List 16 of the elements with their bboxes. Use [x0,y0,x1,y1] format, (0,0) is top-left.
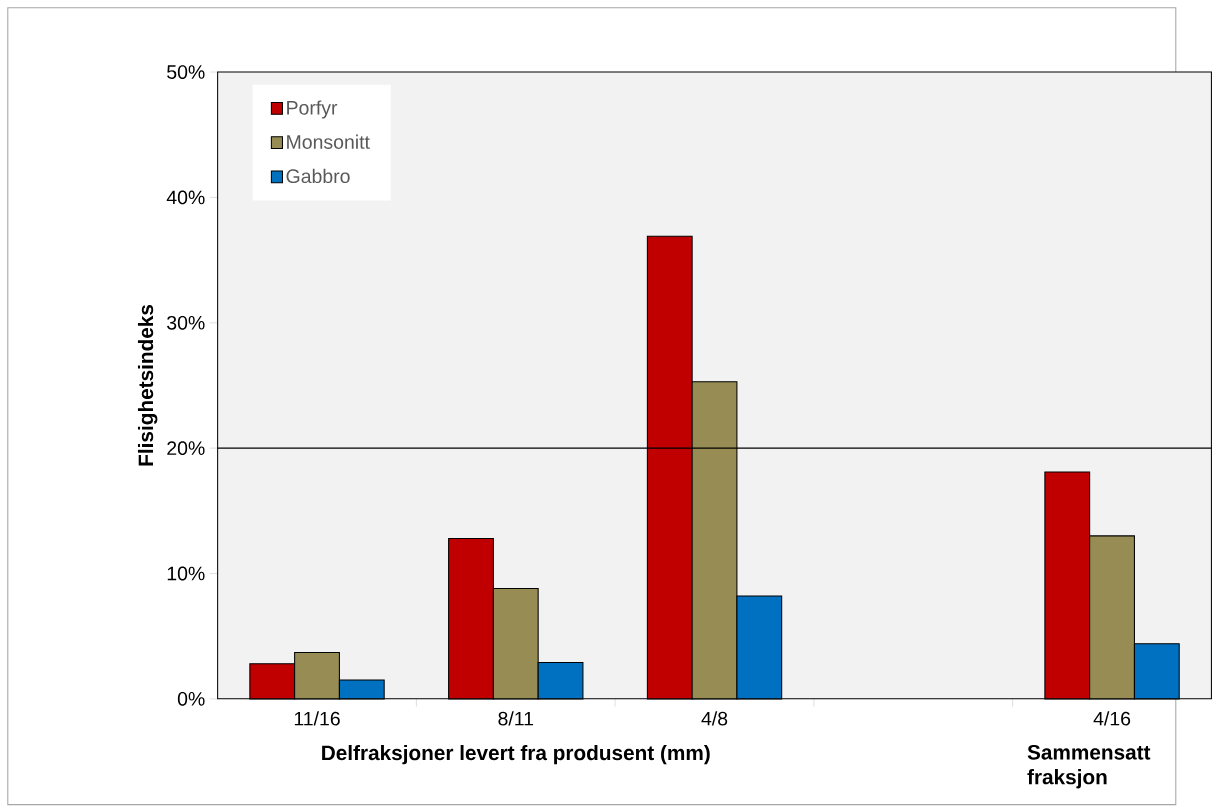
y-tick-label: 50% [167,65,205,80]
y-tick-label: 40% [166,190,205,205]
text: Sammensatt fraksjon [1027,745,1151,789]
y-axis-title: Flisighetsindeks [137,305,158,466]
x-tick-label: 4/16 [1093,711,1131,726]
legend-label: Gabbro [286,168,350,184]
x-tick-label: 8/11 [498,711,534,726]
x-axis-title: Delfraksjoner levert fra produsent (mm) [322,745,710,765]
legend-label: Monsonitt [287,134,370,149]
legend-label: Porfyr [287,100,338,119]
x-tick-label: 4/8 [701,711,728,726]
y-tick-label: 0% [177,692,205,706]
x-tick-label: 11/16 [294,711,340,726]
y-tick-label: 30% [167,315,205,330]
y-tick-label: 20% [167,441,205,456]
y-tick-label: 10% [167,566,205,581]
